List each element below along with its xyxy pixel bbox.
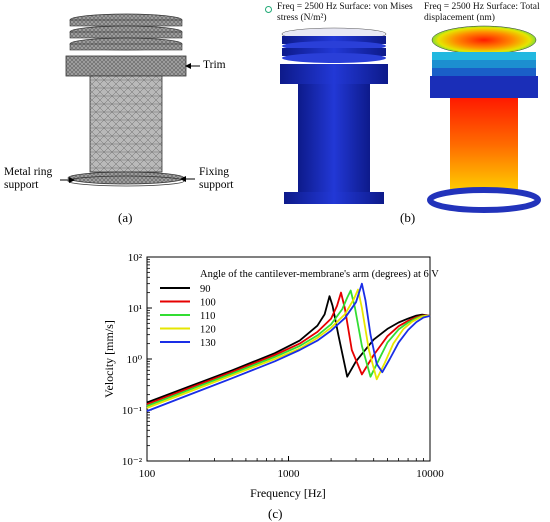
x-tick-label: 100 bbox=[139, 468, 156, 480]
legend-entry-100: 100 bbox=[200, 298, 216, 309]
panel-label-a: (a) bbox=[118, 210, 133, 225]
callout-metal-ring: Metal ring support bbox=[4, 166, 53, 191]
legend: Angle of the cantilever-membrane's arm (… bbox=[160, 269, 439, 349]
y-tick-label: 10⁰ bbox=[127, 354, 143, 366]
displacement-plot-title: Freq = 2500 Hz Surface: Total displaceme… bbox=[424, 2, 540, 23]
y-tick-label: 10⁻² bbox=[122, 456, 143, 468]
stress-simulation-figure bbox=[280, 27, 388, 204]
callout-arrows bbox=[60, 63, 200, 183]
series-lines bbox=[146, 282, 431, 412]
y-tick-label: 10⁻¹ bbox=[122, 405, 142, 417]
velocity-frequency-chart: 100 1000 10000 10⁻² 10⁻¹ 10⁰ 10¹ 10² Angle of t… bbox=[102, 252, 444, 500]
legend-entry-110: 110 bbox=[200, 311, 215, 322]
x-tick-label: 10000 bbox=[416, 468, 444, 480]
legend-entry-90: 90 bbox=[200, 284, 211, 295]
legend-entry-120: 120 bbox=[200, 325, 216, 336]
series-line-100 bbox=[146, 291, 431, 406]
mesh-model-figure bbox=[65, 13, 187, 187]
series-line-90 bbox=[146, 295, 431, 404]
legend-entry-130: 130 bbox=[200, 338, 216, 349]
small-marker-icon bbox=[265, 6, 272, 13]
callout-fixing: Fixing support bbox=[199, 166, 234, 191]
axis-ticks: 100 1000 10000 10⁻² 10⁻¹ 10⁰ 10¹ 10² bbox=[122, 252, 444, 480]
legend-title: Angle of the cantilever-membrane's arm (… bbox=[200, 269, 439, 280]
series-line-130 bbox=[146, 282, 431, 412]
y-axis-label: Velocity [mm/s] bbox=[102, 320, 116, 398]
panel-label-b: (b) bbox=[400, 210, 416, 225]
y-tick-label: 10² bbox=[128, 252, 143, 264]
stress-plot-title: Freq = 2500 Hz Surface: von Mises stress… bbox=[277, 2, 413, 23]
series-line-110 bbox=[146, 289, 431, 407]
callout-trim: Trim bbox=[203, 59, 226, 71]
displacement-simulation-figure bbox=[427, 25, 541, 213]
y-tick-label: 10¹ bbox=[128, 303, 142, 315]
panel-label-c: (c) bbox=[268, 506, 283, 521]
series-line-120 bbox=[146, 288, 430, 409]
x-axis-label: Frequency [Hz] bbox=[250, 486, 326, 500]
x-tick-label: 1000 bbox=[278, 468, 301, 480]
